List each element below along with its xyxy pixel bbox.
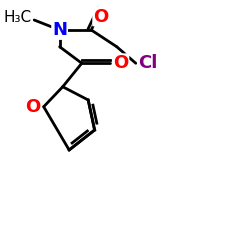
Text: O: O bbox=[93, 8, 108, 26]
Text: H₃C: H₃C bbox=[4, 10, 32, 25]
Text: N: N bbox=[52, 21, 67, 39]
Text: O: O bbox=[113, 54, 128, 72]
Text: Cl: Cl bbox=[138, 54, 158, 72]
Text: O: O bbox=[26, 98, 41, 116]
